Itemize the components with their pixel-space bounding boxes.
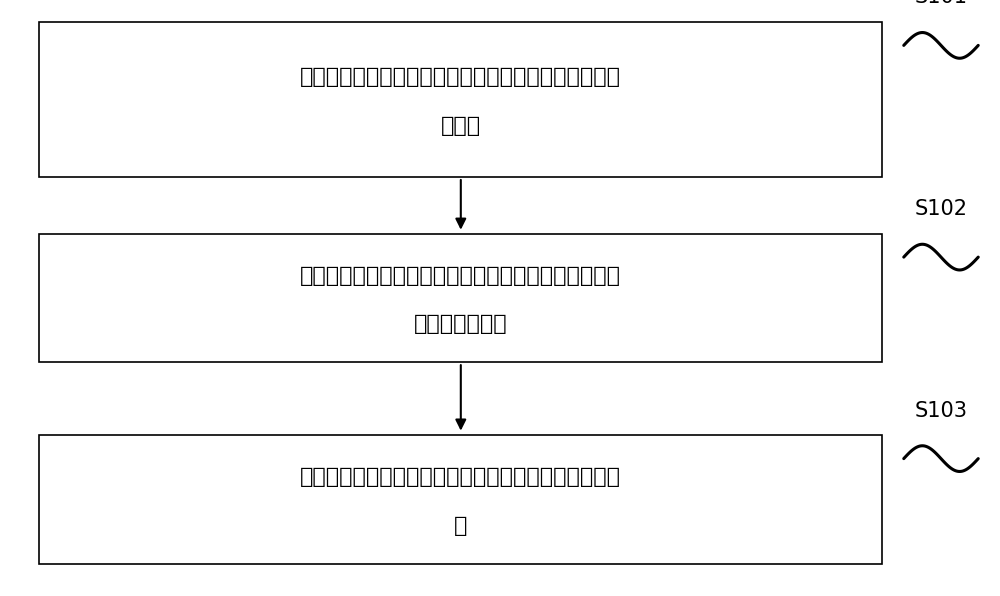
Text: 根据配置的所述缝纫机的参数对应生成包含若干参数的: 根据配置的所述缝纫机的参数对应生成包含若干参数的 (300, 266, 621, 286)
Text: 机: 机 (454, 516, 467, 536)
Bar (39, 234, 882, 362)
Text: 参数指令集文件: 参数指令集文件 (414, 314, 508, 334)
Text: S103: S103 (914, 401, 968, 421)
Text: S102: S102 (914, 199, 968, 219)
Text: 根据所述参数指令集文件发送相应的参数至对应的缝纫: 根据所述参数指令集文件发送相应的参数至对应的缝纫 (300, 467, 621, 488)
Bar (39, 22, 882, 177)
Bar (39, 435, 882, 564)
Text: S101: S101 (914, 0, 968, 7)
Text: 根据缝纫机的工艺需求配置具有一定容错范围的缝纫机: 根据缝纫机的工艺需求配置具有一定容错范围的缝纫机 (300, 67, 621, 87)
Text: 的参数: 的参数 (441, 116, 481, 136)
